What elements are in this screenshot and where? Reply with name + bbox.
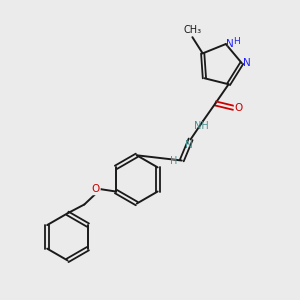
- Text: N: N: [185, 140, 193, 150]
- Text: H: H: [234, 37, 240, 46]
- Text: H: H: [170, 156, 177, 166]
- Text: NH: NH: [194, 122, 209, 131]
- Text: O: O: [92, 184, 100, 194]
- Text: N: N: [243, 58, 250, 68]
- Text: N: N: [226, 39, 233, 49]
- Text: CH₃: CH₃: [183, 25, 201, 35]
- Text: O: O: [235, 103, 243, 113]
